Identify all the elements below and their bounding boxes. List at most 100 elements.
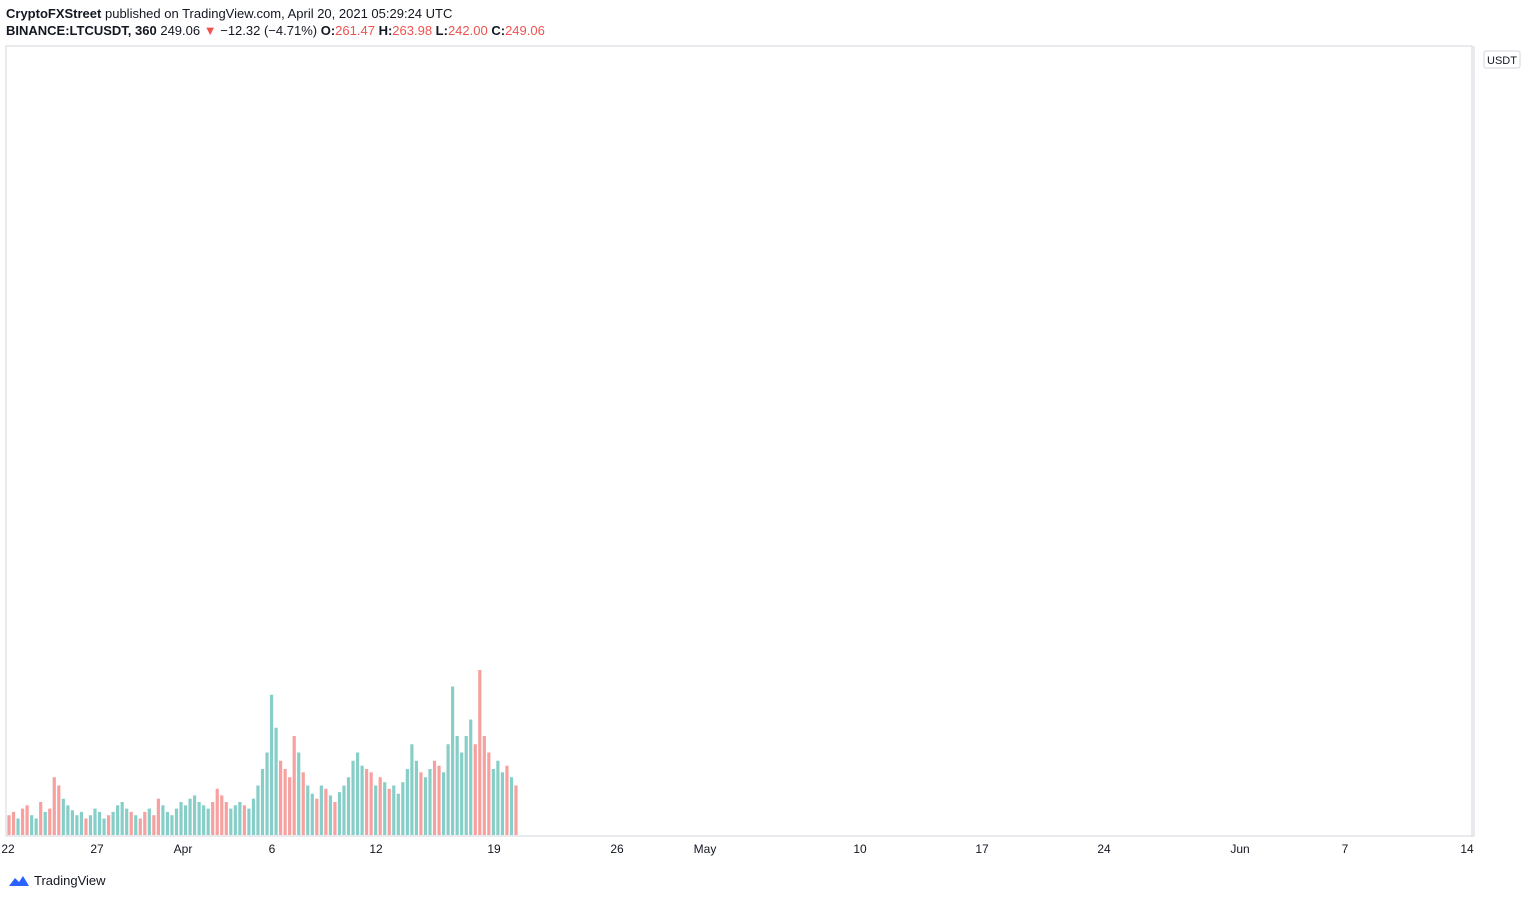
- volume-bar: [220, 795, 224, 835]
- volume-bar: [147, 808, 151, 835]
- close-label: C:: [491, 23, 506, 38]
- volume-bar: [224, 802, 228, 835]
- brand-name: TradingView: [34, 873, 106, 888]
- volume-bar: [342, 785, 346, 835]
- volume-bar: [374, 785, 378, 835]
- volume-bar: [392, 785, 396, 835]
- volume-bar: [211, 802, 215, 835]
- low-value: 242.00: [447, 23, 488, 38]
- volume-bar: [315, 798, 319, 835]
- volume-bar: [75, 815, 79, 835]
- volume-bar: [319, 785, 323, 835]
- volume-bar: [383, 782, 387, 835]
- volume-bar: [79, 811, 84, 835]
- volume-bar: [401, 782, 405, 835]
- volume-bar: [48, 808, 52, 835]
- volume-bar: [138, 818, 142, 835]
- volume-bar: [423, 777, 428, 835]
- volume-bar: [310, 793, 314, 835]
- x-tick-label: 27: [90, 842, 104, 856]
- volume-bar: [88, 815, 93, 835]
- author-name[interactable]: CryptoFXStreet: [6, 6, 102, 21]
- volume-bar: [233, 805, 237, 835]
- volume-bar: [378, 777, 382, 835]
- volume-bar: [238, 802, 242, 835]
- volume-bar: [247, 808, 251, 835]
- volume-bar: [514, 785, 518, 835]
- change-text: −12.32 (−4.71%): [220, 23, 318, 38]
- volume-bar: [387, 788, 391, 835]
- volume-bar: [161, 805, 165, 835]
- currency-badge: [1483, 50, 1521, 69]
- volume-bar: [70, 810, 74, 835]
- volume-bar: [306, 785, 310, 835]
- volume-bar: [57, 785, 61, 835]
- volume-bar: [451, 686, 455, 835]
- x-tick-label: 17: [975, 842, 989, 856]
- tradingview-brand[interactable]: TradingView: [8, 873, 106, 888]
- x-tick-label: 14: [1460, 842, 1474, 856]
- volume-bar: [179, 802, 183, 835]
- volume-bar: [297, 752, 301, 835]
- volume-bar: [25, 805, 29, 835]
- volume-bar: [52, 777, 56, 835]
- volume-bar: [215, 788, 219, 835]
- volume-bar: [206, 808, 210, 835]
- open-value: 261.47: [335, 23, 375, 38]
- x-tick-label: 12: [369, 842, 383, 856]
- volume-bar: [469, 719, 473, 835]
- volume-bar: [288, 777, 292, 835]
- volume-bar: [496, 760, 500, 835]
- volume-bar: [405, 769, 409, 835]
- volume-bar: [432, 760, 437, 835]
- volume-bar: [428, 769, 432, 835]
- volume-bar: [183, 805, 188, 835]
- volume-bar: [410, 744, 414, 835]
- volume-bar: [491, 769, 495, 835]
- volume-bar: [116, 805, 120, 835]
- volume-bar: [460, 752, 464, 835]
- volume-bar: [30, 815, 34, 835]
- volume-bar: [165, 811, 170, 835]
- volume-bar: [283, 769, 287, 835]
- volume-bar: [500, 772, 505, 835]
- volume-bar: [419, 772, 423, 835]
- volume-bar: [333, 802, 337, 835]
- x-tick-label: 6: [269, 842, 276, 856]
- volume-bar: [39, 802, 43, 835]
- volume-bar: [170, 815, 174, 835]
- x-tick-label: 26: [610, 842, 624, 856]
- volume-bar: [97, 811, 102, 835]
- volume-bar: [365, 769, 369, 835]
- volume-bar: [93, 808, 97, 835]
- volume-bar: [301, 772, 305, 835]
- published-text: published on TradingView.com, April 20, …: [104, 6, 453, 21]
- high-label: H:: [378, 23, 393, 38]
- volume-bar: [509, 777, 514, 835]
- volume-bar: [11, 811, 16, 835]
- volume-bar: [324, 788, 328, 835]
- x-tick-label: 7: [1342, 842, 1349, 856]
- volume-bar: [351, 760, 355, 835]
- volume-bar: [265, 752, 269, 835]
- volume-bar: [446, 744, 450, 835]
- open-label: O:: [320, 23, 336, 38]
- volume-bar: [125, 808, 129, 835]
- last-price-text: 249.06: [160, 23, 201, 38]
- volume-bar: [192, 795, 197, 835]
- symbol-label[interactable]: BINANCE:LTCUSDT, 360: [6, 23, 157, 38]
- tradingview-logo-icon: [9, 875, 29, 886]
- volume-bar: [414, 760, 419, 835]
- volume-bar: [152, 815, 156, 835]
- chart-header-line1: CryptoFXStreet published on TradingView.…: [6, 6, 452, 21]
- volume-bar: [66, 805, 70, 835]
- volume-bar: [437, 765, 441, 835]
- volume-bar: [197, 802, 201, 835]
- volume-bar: [102, 818, 106, 835]
- x-tick-label: 10: [853, 842, 867, 856]
- down-arrow-icon: ▼: [203, 23, 217, 38]
- volume-bar: [292, 736, 296, 835]
- volume-bar: [134, 815, 138, 835]
- volume-bar: [274, 727, 278, 835]
